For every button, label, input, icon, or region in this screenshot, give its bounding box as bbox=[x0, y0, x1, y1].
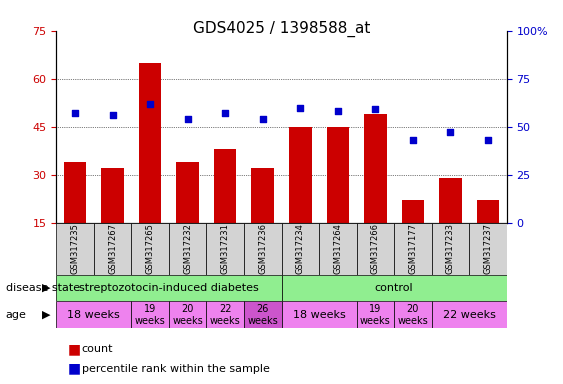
Text: GSM317266: GSM317266 bbox=[371, 223, 380, 274]
Text: ▶: ▶ bbox=[42, 283, 51, 293]
FancyBboxPatch shape bbox=[131, 301, 169, 328]
Text: control: control bbox=[375, 283, 413, 293]
FancyBboxPatch shape bbox=[432, 301, 507, 328]
FancyBboxPatch shape bbox=[56, 275, 282, 301]
Text: 26
weeks: 26 weeks bbox=[247, 304, 278, 326]
FancyBboxPatch shape bbox=[169, 223, 207, 275]
Point bbox=[408, 137, 417, 143]
Text: 22
weeks: 22 weeks bbox=[210, 304, 240, 326]
Text: GDS4025 / 1398588_at: GDS4025 / 1398588_at bbox=[193, 21, 370, 37]
Bar bbox=[477, 200, 499, 271]
FancyBboxPatch shape bbox=[319, 223, 356, 275]
Point bbox=[221, 110, 230, 116]
Point bbox=[183, 116, 192, 122]
Text: count: count bbox=[82, 344, 113, 354]
Text: age: age bbox=[6, 310, 26, 320]
Text: GSM317264: GSM317264 bbox=[333, 223, 342, 274]
FancyBboxPatch shape bbox=[282, 223, 319, 275]
FancyBboxPatch shape bbox=[244, 301, 282, 328]
Bar bbox=[64, 162, 86, 271]
Text: GSM317235: GSM317235 bbox=[70, 223, 79, 274]
Bar bbox=[139, 63, 162, 271]
Text: ■: ■ bbox=[68, 343, 81, 356]
Bar bbox=[101, 168, 124, 271]
Text: GSM317232: GSM317232 bbox=[183, 223, 192, 274]
Text: disease state: disease state bbox=[6, 283, 80, 293]
Point bbox=[146, 101, 155, 107]
FancyBboxPatch shape bbox=[394, 301, 432, 328]
Point bbox=[108, 112, 117, 118]
Text: ▶: ▶ bbox=[42, 310, 51, 320]
Point bbox=[296, 104, 305, 111]
Bar bbox=[401, 200, 424, 271]
Text: 22 weeks: 22 weeks bbox=[443, 310, 495, 320]
Bar bbox=[327, 127, 349, 271]
Text: GSM317177: GSM317177 bbox=[408, 223, 417, 274]
Point bbox=[484, 137, 493, 143]
Text: percentile rank within the sample: percentile rank within the sample bbox=[82, 364, 270, 374]
FancyBboxPatch shape bbox=[169, 301, 207, 328]
FancyBboxPatch shape bbox=[207, 301, 244, 328]
Bar bbox=[252, 168, 274, 271]
Text: 19
weeks: 19 weeks bbox=[360, 304, 391, 326]
FancyBboxPatch shape bbox=[56, 301, 131, 328]
Text: GSM317267: GSM317267 bbox=[108, 223, 117, 274]
FancyBboxPatch shape bbox=[356, 223, 394, 275]
FancyBboxPatch shape bbox=[207, 223, 244, 275]
Point bbox=[371, 106, 380, 113]
Text: GSM317231: GSM317231 bbox=[221, 223, 230, 274]
Text: GSM317233: GSM317233 bbox=[446, 223, 455, 274]
Text: GSM317236: GSM317236 bbox=[258, 223, 267, 274]
Text: streptozotocin-induced diabetes: streptozotocin-induced diabetes bbox=[79, 283, 259, 293]
Text: GSM317265: GSM317265 bbox=[146, 223, 155, 274]
Point bbox=[446, 129, 455, 136]
Text: 19
weeks: 19 weeks bbox=[135, 304, 166, 326]
FancyBboxPatch shape bbox=[282, 275, 507, 301]
Bar bbox=[214, 149, 236, 271]
Text: 18 weeks: 18 weeks bbox=[68, 310, 120, 320]
FancyBboxPatch shape bbox=[356, 301, 394, 328]
FancyBboxPatch shape bbox=[56, 223, 94, 275]
Bar bbox=[289, 127, 311, 271]
Text: 20
weeks: 20 weeks bbox=[172, 304, 203, 326]
FancyBboxPatch shape bbox=[282, 301, 356, 328]
Point bbox=[258, 116, 267, 122]
FancyBboxPatch shape bbox=[394, 223, 432, 275]
Text: 20
weeks: 20 weeks bbox=[397, 304, 428, 326]
Bar bbox=[439, 178, 462, 271]
Bar bbox=[176, 162, 199, 271]
Point bbox=[70, 110, 79, 116]
Text: ■: ■ bbox=[68, 362, 81, 376]
Bar bbox=[364, 114, 387, 271]
Text: GSM317234: GSM317234 bbox=[296, 223, 305, 274]
FancyBboxPatch shape bbox=[469, 223, 507, 275]
FancyBboxPatch shape bbox=[94, 223, 131, 275]
Text: GSM317237: GSM317237 bbox=[484, 223, 493, 274]
FancyBboxPatch shape bbox=[131, 223, 169, 275]
FancyBboxPatch shape bbox=[432, 223, 469, 275]
Point bbox=[333, 108, 342, 114]
Text: 18 weeks: 18 weeks bbox=[293, 310, 346, 320]
FancyBboxPatch shape bbox=[244, 223, 282, 275]
